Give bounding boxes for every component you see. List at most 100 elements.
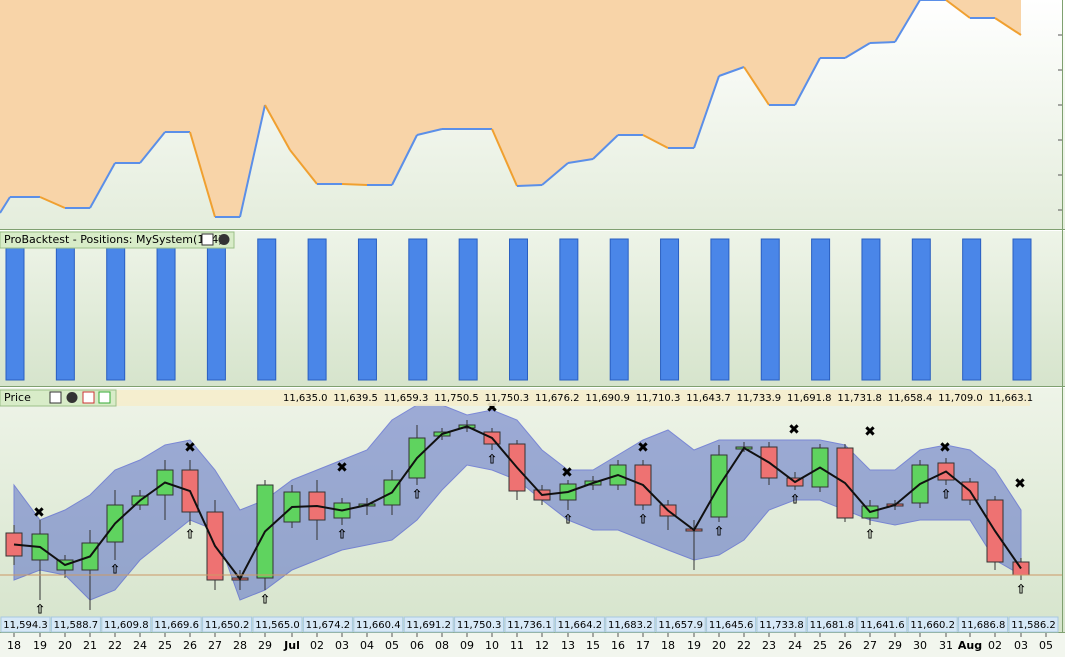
up-icon[interactable] bbox=[98, 391, 111, 404]
x-label: 03 bbox=[335, 639, 349, 652]
position-bar bbox=[55, 238, 75, 381]
equity-line bbox=[516, 184, 543, 187]
value-box bbox=[605, 616, 656, 633]
x-label: 17 bbox=[636, 639, 650, 652]
window-icon[interactable] bbox=[201, 233, 214, 246]
x-label: 25 bbox=[158, 639, 172, 652]
value-box bbox=[554, 616, 605, 633]
arrow-marker: ⇧ bbox=[412, 488, 423, 503]
close-icon[interactable] bbox=[218, 234, 230, 245]
equity-line bbox=[264, 104, 291, 151]
header-value: 11,690.9 bbox=[585, 393, 630, 404]
window-icon[interactable] bbox=[49, 391, 62, 404]
equity-line bbox=[994, 17, 1022, 36]
x-label: 15 bbox=[586, 639, 600, 652]
header-value: 11,710.3 bbox=[636, 393, 681, 404]
arrow-marker: ⇧ bbox=[260, 593, 271, 608]
arrow-marker: ⇧ bbox=[35, 603, 46, 618]
equity-line bbox=[567, 158, 594, 164]
position-bar bbox=[609, 238, 629, 381]
x-label: 24 bbox=[788, 639, 802, 652]
equity-line bbox=[239, 104, 266, 218]
position-bar bbox=[5, 238, 25, 381]
x-marker: ✖ bbox=[939, 440, 951, 456]
low-value: 11,686.8 bbox=[961, 620, 1006, 631]
header-value: 11,639.5 bbox=[333, 393, 378, 404]
x-label: 05 bbox=[1039, 639, 1053, 652]
arrow-marker: ⇧ bbox=[185, 528, 196, 543]
x-label: 11 bbox=[510, 639, 524, 652]
x-marker: ✖ bbox=[33, 505, 45, 521]
equity-line bbox=[89, 162, 116, 209]
header-value: 11,663.1 bbox=[989, 393, 1034, 404]
value-box bbox=[302, 616, 353, 633]
x-marker: ✖ bbox=[561, 465, 573, 481]
down-icon[interactable] bbox=[82, 391, 95, 404]
position-bar bbox=[458, 238, 478, 381]
header-value: 11,750.3 bbox=[485, 393, 530, 404]
x-marker: ✖ bbox=[486, 400, 498, 416]
x-label: 28 bbox=[233, 639, 247, 652]
x-label: 25 bbox=[813, 639, 827, 652]
equity-line bbox=[592, 134, 619, 160]
header-value: 11,709.0 bbox=[938, 393, 983, 404]
x-label: 31 bbox=[939, 639, 953, 652]
x-label: 19 bbox=[687, 639, 701, 652]
header-value: 11,731.8 bbox=[837, 393, 882, 404]
position-bar bbox=[760, 238, 780, 381]
x-label: 02 bbox=[310, 639, 324, 652]
x-marker: ✖ bbox=[184, 440, 196, 456]
value-box bbox=[454, 616, 505, 633]
equity-area bbox=[0, 0, 1021, 217]
value-box bbox=[907, 616, 958, 633]
value-box bbox=[202, 616, 253, 633]
equity-line bbox=[189, 131, 216, 218]
x-axis bbox=[0, 633, 1065, 657]
value-box bbox=[806, 616, 857, 633]
equity-line bbox=[416, 128, 443, 136]
value-box bbox=[151, 616, 202, 633]
equity-line bbox=[541, 162, 569, 186]
value-box bbox=[353, 616, 404, 633]
x-label: 06 bbox=[410, 639, 424, 652]
header-value: 11,750.5 bbox=[434, 393, 479, 404]
equity-line bbox=[894, 0, 921, 43]
x-label: Jul bbox=[283, 639, 300, 652]
low-value: 11,657.9 bbox=[658, 620, 703, 631]
value-box bbox=[0, 616, 51, 633]
header-value: 11,733.9 bbox=[737, 393, 782, 404]
header-value: 11,643.7 bbox=[686, 393, 731, 404]
equity-line bbox=[139, 131, 166, 164]
value-header bbox=[0, 390, 1030, 406]
x-label: 04 bbox=[360, 639, 374, 652]
close-icon[interactable] bbox=[66, 392, 78, 403]
low-value: 11,594.3 bbox=[3, 620, 48, 631]
x-label: 05 bbox=[385, 639, 399, 652]
header-value: 11,658.4 bbox=[888, 393, 933, 404]
x-label: Aug bbox=[958, 639, 982, 652]
x-label: 02 bbox=[988, 639, 1002, 652]
position-bar bbox=[206, 238, 226, 381]
x-label: 29 bbox=[888, 639, 902, 652]
header-value: 11,676.2 bbox=[535, 393, 580, 404]
low-value: 11,681.8 bbox=[810, 620, 855, 631]
value-box bbox=[50, 616, 101, 633]
close-line bbox=[13, 425, 1022, 581]
x-label: 21 bbox=[83, 639, 97, 652]
value-box bbox=[655, 616, 706, 633]
x-marker: ✖ bbox=[864, 424, 876, 440]
equity-line bbox=[0, 196, 11, 214]
equity-line bbox=[391, 134, 418, 186]
position-bar bbox=[962, 238, 982, 381]
x-label: 20 bbox=[712, 639, 726, 652]
value-box bbox=[1008, 616, 1059, 633]
low-value: 11,565.0 bbox=[255, 620, 300, 631]
position-bar bbox=[357, 238, 377, 381]
low-value: 11,736.1 bbox=[507, 620, 552, 631]
x-label: 29 bbox=[258, 639, 272, 652]
value-box bbox=[857, 616, 908, 633]
header-value: 11,659.3 bbox=[384, 393, 429, 404]
position-bar bbox=[911, 238, 931, 381]
x-label: 27 bbox=[863, 639, 877, 652]
